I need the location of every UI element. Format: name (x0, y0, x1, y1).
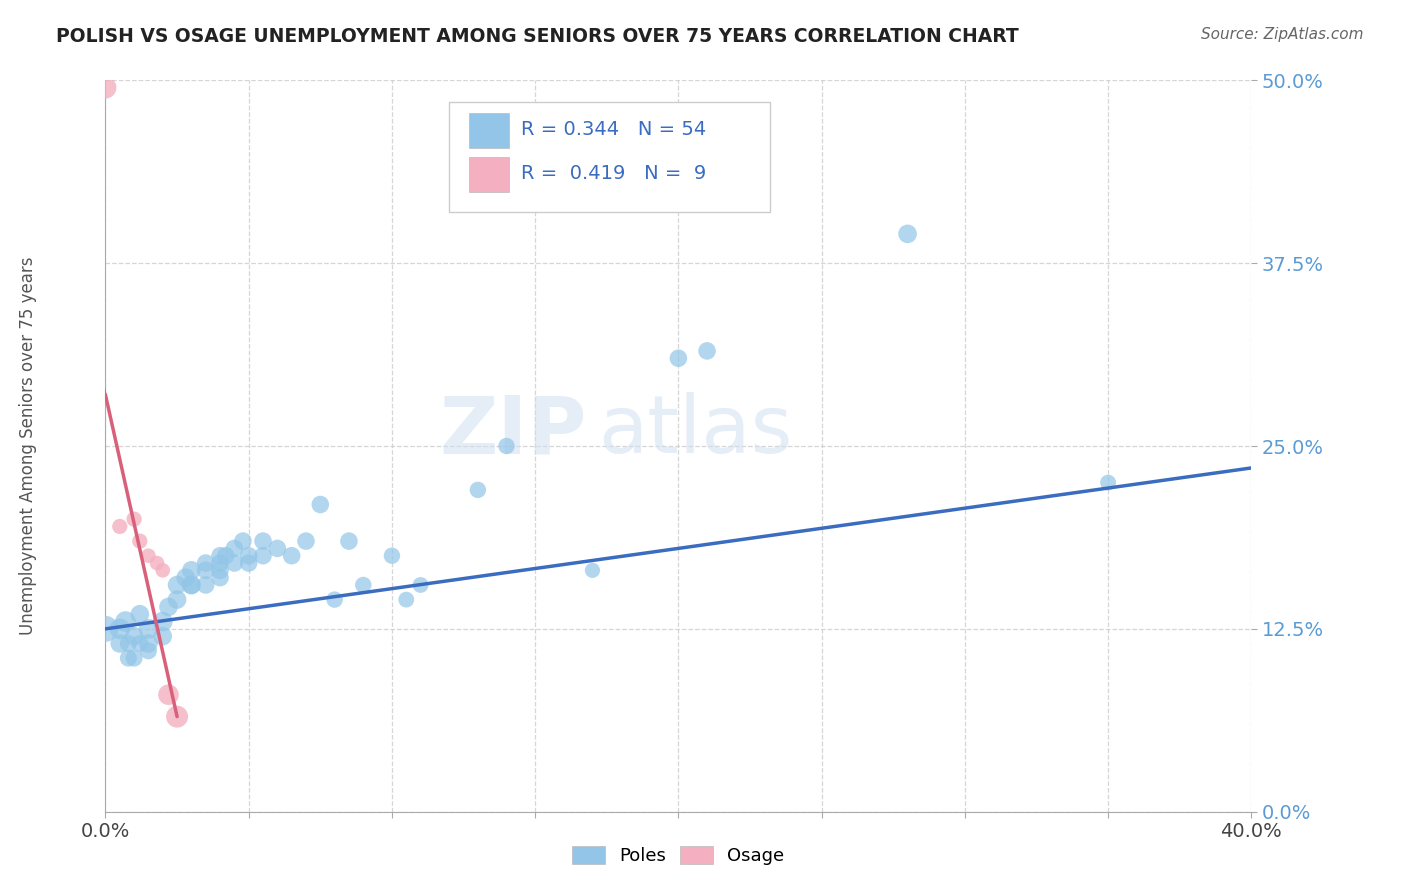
Point (252, 534, 274, 549)
Text: POLISH VS OSAGE UNEMPLOYMENT AMONG SENIORS OVER 75 YEARS CORRELATION CHART: POLISH VS OSAGE UNEMPLOYMENT AMONG SENIO… (56, 27, 1019, 45)
Point (138, 636, 160, 650)
FancyBboxPatch shape (468, 157, 509, 192)
Point (208, 556, 231, 570)
Text: ZIP: ZIP (440, 392, 586, 470)
Point (194, 563, 217, 577)
Point (108, 519, 131, 533)
Point (117, 651, 139, 665)
Point (252, 549, 274, 563)
Point (215, 549, 238, 563)
Point (128, 534, 150, 549)
Point (224, 541, 246, 556)
Point (122, 512, 145, 526)
Point (128, 607, 150, 622)
Point (897, 227, 920, 241)
Point (224, 556, 246, 570)
Point (208, 571, 231, 585)
Point (166, 709, 188, 723)
Point (309, 498, 332, 512)
Point (337, 534, 360, 549)
Point (696, 343, 718, 358)
Point (108, 622, 131, 636)
FancyBboxPatch shape (449, 103, 770, 212)
Point (208, 563, 231, 577)
Point (128, 636, 150, 650)
Point (180, 578, 202, 592)
Point (94, 622, 117, 636)
Point (395, 592, 418, 607)
Point (666, 351, 689, 366)
Point (117, 636, 139, 650)
Point (266, 541, 288, 556)
Point (1097, 475, 1119, 490)
Point (166, 592, 188, 607)
Point (180, 563, 202, 577)
Point (146, 556, 169, 570)
Point (194, 578, 217, 592)
Point (323, 592, 346, 607)
Point (295, 534, 318, 549)
Point (409, 578, 432, 592)
Point (108, 636, 131, 650)
Text: atlas: atlas (598, 392, 793, 470)
Point (157, 599, 180, 614)
Point (381, 549, 404, 563)
Point (208, 549, 231, 563)
Point (495, 439, 517, 453)
Point (114, 615, 136, 629)
Point (238, 556, 260, 570)
Point (138, 644, 160, 658)
Point (180, 578, 202, 592)
Point (152, 615, 174, 629)
Text: R =  0.419   N =  9: R = 0.419 N = 9 (522, 164, 707, 184)
Point (157, 688, 180, 702)
Point (152, 563, 174, 577)
Point (581, 563, 603, 577)
Point (174, 571, 197, 585)
Text: Unemployment Among Seniors over 75 years: Unemployment Among Seniors over 75 years (20, 257, 37, 635)
Point (352, 578, 374, 592)
Point (152, 629, 174, 643)
Point (166, 578, 188, 592)
Point (194, 556, 217, 570)
Point (232, 534, 254, 549)
Point (94, 80, 117, 95)
Point (280, 549, 302, 563)
Text: R = 0.344   N = 54: R = 0.344 N = 54 (522, 120, 707, 139)
FancyBboxPatch shape (468, 113, 509, 148)
Point (122, 651, 145, 665)
Point (138, 622, 160, 636)
Point (467, 483, 489, 497)
Legend: Poles, Osage: Poles, Osage (565, 838, 792, 872)
Point (138, 549, 160, 563)
Point (238, 549, 260, 563)
Point (122, 629, 145, 643)
Text: Source: ZipAtlas.com: Source: ZipAtlas.com (1201, 27, 1364, 42)
